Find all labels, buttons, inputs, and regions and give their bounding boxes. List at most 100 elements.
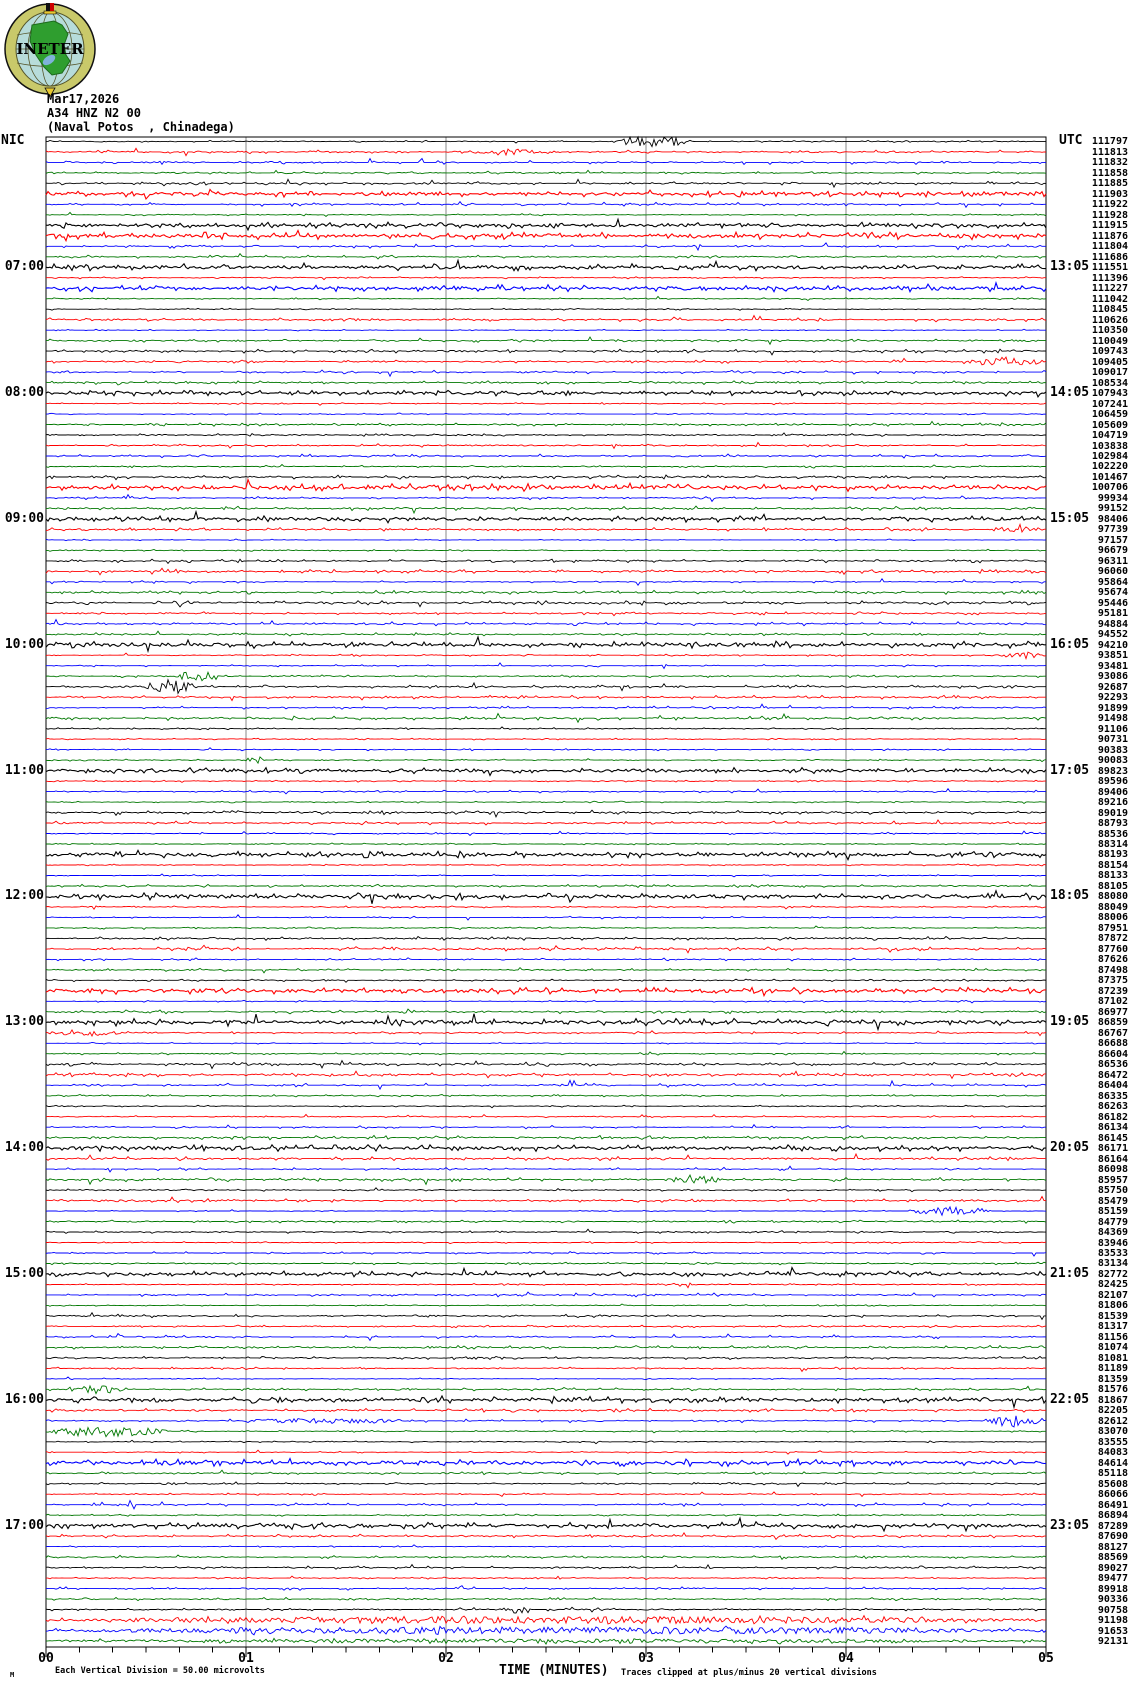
trace-value: 109743	[1091, 346, 1128, 358]
trace-row	[45, 509, 1047, 524]
trace-row	[45, 369, 1047, 378]
trace-value: 89027	[1097, 1562, 1128, 1574]
x-tick-label: 00	[38, 1651, 54, 1666]
trace-value: 111227	[1091, 283, 1128, 295]
trace-value: 81317	[1097, 1321, 1128, 1333]
trace-value: 86182	[1097, 1111, 1128, 1123]
network-label: NIC	[1, 133, 25, 148]
trace-row	[45, 726, 1046, 731]
trace-row	[45, 157, 1046, 166]
trace-row	[45, 1426, 1046, 1438]
left-hour-label: 15:00	[4, 1265, 44, 1281]
logo-nicaragua-map	[29, 20, 71, 76]
trace-row	[46, 589, 1047, 595]
x-axis-title: TIME (MINUTES)	[499, 1663, 609, 1678]
trace-row	[45, 1344, 1047, 1350]
trace-row	[45, 1143, 1046, 1153]
right-hour-label: 15:05	[1050, 510, 1090, 526]
trace-row	[46, 1050, 1047, 1056]
trace-value: 109405	[1091, 356, 1128, 368]
trace-value: 110049	[1091, 335, 1128, 347]
trace-value: 86894	[1097, 1510, 1128, 1522]
trace-row	[46, 819, 1047, 826]
trace-row	[46, 830, 1047, 837]
trace-row	[45, 618, 1047, 627]
trace-row	[45, 217, 1047, 232]
trace-value: 91198	[1097, 1615, 1128, 1627]
trace-value: 81359	[1097, 1373, 1128, 1385]
trace-row	[45, 1415, 1047, 1428]
logo-text: INETER	[16, 40, 84, 58]
trace-row	[46, 135, 1046, 148]
trace-row	[45, 1585, 1047, 1591]
trace-row	[46, 694, 1046, 702]
trace-value: 86171	[1097, 1143, 1128, 1155]
trace-value: 111551	[1091, 262, 1128, 274]
trace-row	[45, 1614, 1047, 1625]
trace-value: 84779	[1097, 1216, 1128, 1228]
trace-value: 86404	[1097, 1080, 1128, 1092]
trace-row	[45, 1449, 1047, 1455]
trace-row	[46, 1123, 1046, 1130]
trace-row	[45, 463, 1046, 469]
trace-row	[45, 242, 1046, 252]
corner-mark: M	[10, 1671, 15, 1679]
trace-row	[45, 178, 1047, 189]
trace-row	[45, 356, 1047, 366]
trace-row	[46, 1303, 1047, 1307]
trace-value: 86145	[1097, 1132, 1128, 1144]
trace-row	[45, 1596, 1046, 1602]
trace-row	[45, 1093, 1047, 1098]
trace-value: 89406	[1097, 786, 1128, 798]
right-hour-label: 20:05	[1050, 1140, 1090, 1156]
trace-value: 88193	[1097, 849, 1128, 861]
trace-row	[46, 402, 1047, 406]
trace-row	[45, 169, 1047, 175]
trace-value: 87760	[1097, 943, 1128, 955]
trace-row	[45, 523, 1047, 534]
trace-row	[45, 281, 1047, 293]
trace-row	[46, 505, 1047, 515]
trace-row	[46, 1079, 1047, 1091]
logo-lake	[42, 54, 56, 66]
trace-value: 88127	[1097, 1541, 1128, 1553]
trace-row	[45, 1174, 1047, 1186]
logo-pointer-icon	[44, 87, 56, 97]
left-hour-label: 09:00	[4, 510, 44, 526]
x-tick-label: 04	[838, 1651, 854, 1666]
trace-value: 82772	[1097, 1268, 1128, 1280]
trace-row	[45, 1266, 1047, 1278]
trace-row	[46, 558, 1047, 565]
trace-value: 111903	[1091, 188, 1128, 200]
trace-value: 90758	[1097, 1604, 1128, 1616]
trace-value: 81156	[1097, 1331, 1128, 1343]
trace-value: 88133	[1097, 870, 1128, 882]
trace-row	[46, 1165, 1047, 1173]
trace-value: 102220	[1091, 461, 1128, 473]
trace-row	[45, 1606, 1047, 1614]
trace-row	[45, 944, 1047, 954]
trace-value: 82612	[1097, 1415, 1128, 1427]
trace-value: 97739	[1097, 524, 1128, 536]
trace-row	[45, 737, 1047, 741]
trace-value: 111858	[1091, 167, 1128, 179]
trace-value: 83555	[1097, 1436, 1128, 1448]
trace-row	[45, 1554, 1047, 1561]
trace-row	[45, 1366, 1047, 1373]
trace-row	[45, 1625, 1047, 1636]
trace-row	[46, 276, 1046, 281]
trace-row	[46, 1384, 1047, 1395]
trace-row	[46, 842, 1047, 846]
trace-value: 86688	[1097, 1038, 1128, 1050]
trace-value: 86335	[1097, 1090, 1128, 1102]
trace-value: 111922	[1091, 199, 1128, 211]
trace-row	[45, 1544, 1047, 1548]
trace-row	[45, 1134, 1047, 1141]
trace-row	[45, 671, 1046, 682]
trace-value: 87498	[1097, 964, 1128, 976]
trace-value: 87951	[1097, 922, 1128, 934]
trace-value: 97157	[1097, 534, 1128, 546]
trace-value: 88793	[1097, 818, 1128, 830]
